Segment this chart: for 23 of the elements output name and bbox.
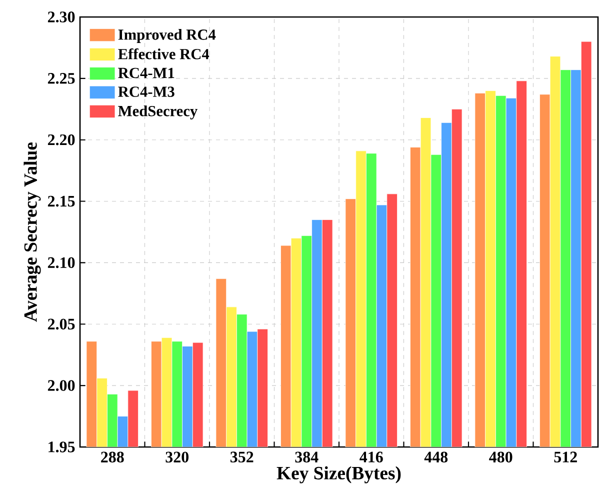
x-tick-label: 512	[554, 452, 577, 462]
x-tick-label: 352	[230, 452, 254, 462]
x-axis-title: Key Size(Bytes)	[276, 466, 401, 484]
x-tick-label: 416	[360, 452, 383, 462]
legend-label: RC4-M3	[118, 86, 174, 97]
y-tick-label: 1.95	[48, 442, 75, 452]
y-axis-title: Average Secrecy Value	[24, 142, 41, 322]
x-tick-label: 320	[166, 452, 189, 462]
y-tick-label: 2.10	[48, 257, 75, 268]
x-tick-label: 480	[489, 452, 512, 462]
y-tick-label: 2.25	[48, 73, 75, 84]
y-tick-label: 2.20	[48, 134, 75, 146]
x-tick-label: 384	[295, 452, 318, 462]
legend-label: Effective RC4	[118, 48, 210, 60]
x-tick-label: 288	[101, 452, 124, 462]
legend-label: Improved RC4	[118, 29, 216, 43]
x-tick-label: 448	[424, 452, 448, 462]
legend-label: RC4-M1	[118, 68, 174, 78]
y-tick-label: 2.05	[48, 318, 75, 330]
legend-label: MedSecrecy	[118, 105, 198, 120]
y-tick-label: 2.00	[48, 380, 75, 391]
y-tick-label: 2.30	[48, 12, 75, 22]
y-tick-label: 2.15	[48, 196, 75, 207]
